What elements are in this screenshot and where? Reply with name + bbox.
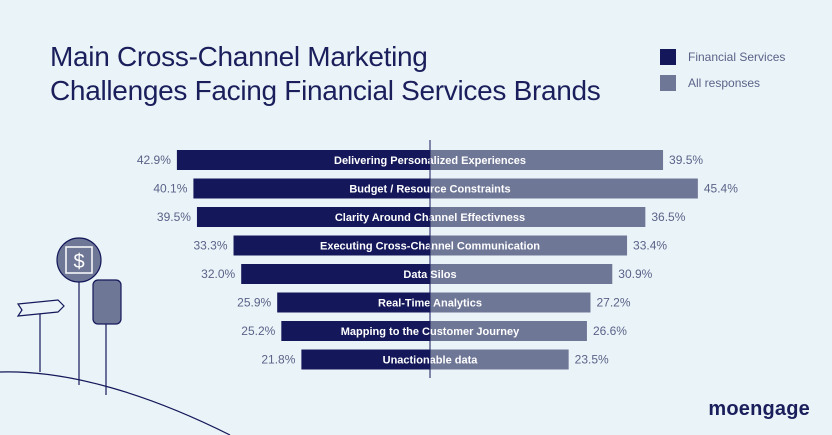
bar-financial-services (277, 292, 430, 313)
bar-financial-services (301, 349, 430, 370)
data-label-financial-services: 32.0% (201, 267, 235, 281)
bar-all-responses (430, 264, 613, 284)
data-label-all-responses: 26.6% (593, 324, 627, 338)
data-label-financial-services: 42.9% (137, 153, 171, 167)
data-label-all-responses: 33.4% (633, 239, 667, 253)
data-label-financial-services: 39.5% (157, 210, 191, 224)
bar-all-responses (430, 235, 628, 256)
svg-text:$: $ (73, 251, 84, 273)
bar-financial-services (281, 321, 430, 341)
bar-financial-services (196, 207, 430, 227)
legend-swatch-all-responses (660, 75, 676, 91)
legend-item-all-responses: All responses (660, 74, 785, 92)
moengage-logo: moengage (708, 398, 810, 420)
bar-all-responses (430, 207, 646, 227)
bar-all-responses (430, 178, 698, 199)
data-label-all-responses: 39.5% (669, 153, 703, 167)
data-label-financial-services: 25.9% (237, 296, 271, 310)
data-label-all-responses: 23.5% (575, 353, 609, 367)
data-label-all-responses: 45.4% (704, 182, 738, 196)
bar-financial-services (176, 150, 430, 170)
bar-financial-services (193, 178, 430, 199)
legend-label-financial-services: Financial Services (688, 50, 786, 64)
data-label-financial-services: 21.8% (261, 353, 295, 367)
bar-all-responses (430, 150, 664, 170)
data-label-all-responses: 27.2% (596, 296, 630, 310)
bar-all-responses (430, 349, 569, 370)
legend-item-financial-services: Financial Services (660, 48, 785, 66)
bar-all-responses (430, 321, 587, 341)
data-label-all-responses: 36.5% (651, 210, 685, 224)
data-label-financial-services: 25.2% (241, 324, 275, 338)
data-label-financial-services: 33.3% (193, 239, 227, 253)
chart-title: Main Cross-Channel Marketing Challenges … (50, 40, 601, 108)
title-line-2: Challenges Facing Financial Services Bra… (50, 75, 601, 106)
data-label-financial-services: 40.1% (153, 182, 187, 196)
data-label-all-responses: 30.9% (618, 267, 652, 281)
legend: Financial Services All responses (660, 48, 785, 100)
bar-financial-services (241, 264, 430, 284)
legend-label-all-responses: All responses (688, 76, 761, 90)
title-line-1: Main Cross-Channel Marketing (50, 41, 428, 72)
legend-swatch-financial-services (660, 49, 676, 65)
bar-financial-services (233, 235, 430, 256)
bar-all-responses (430, 292, 591, 313)
